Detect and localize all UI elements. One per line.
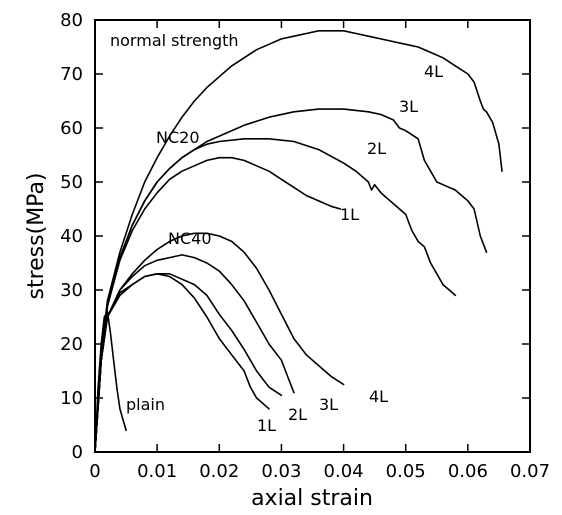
annotation-normal-strength: normal strength (110, 31, 239, 50)
annotation-plain: plain (126, 395, 165, 414)
label-nc40-4l: 4L (369, 387, 388, 406)
label-nc20-4l: 4L (424, 62, 443, 81)
x-tick-label: 0.06 (448, 461, 488, 482)
label-nc40-2l: 2L (288, 405, 307, 424)
annotation-nc40: NC40 (168, 229, 212, 248)
y-tick-label: 30 (60, 280, 83, 301)
x-tick-label: 0.07 (510, 461, 550, 482)
x-tick-labels: 0 0.01 0.02 0.03 0.04 0.05 0.06 0.07 (89, 461, 550, 482)
y-tick-label: 20 (60, 334, 83, 355)
x-tick-label: 0.04 (324, 461, 364, 482)
x-axis-title: axial strain (251, 486, 373, 511)
annotation-nc20: NC20 (156, 128, 200, 147)
y-tick-label: 70 (60, 64, 83, 85)
y-tick-label: 80 (60, 10, 83, 31)
label-nc40-3l: 3L (319, 395, 338, 414)
x-tick-label: 0 (89, 461, 100, 482)
x-tick-label: 0.05 (386, 461, 426, 482)
label-nc20-2l: 2L (367, 139, 386, 158)
x-tick-label: 0.02 (199, 461, 239, 482)
label-nc20-3l: 3L (399, 97, 418, 116)
y-tick-label: 10 (60, 388, 83, 409)
x-tick-label: 0.01 (137, 461, 177, 482)
series-line-nc20-3l (94, 108, 488, 453)
y-tick-label: 0 (72, 442, 83, 463)
series-line-nc40-4l (94, 232, 345, 453)
y-axis-title: stress(MPa) (24, 172, 49, 299)
series-line-nc20-4l (94, 30, 503, 453)
curves-group (94, 30, 503, 453)
label-nc40-1l: 1L (257, 416, 276, 435)
y-tick-label: 40 (60, 226, 83, 247)
y-tick-labels: 0 10 20 30 40 50 60 70 80 (60, 10, 83, 463)
series-line-nc40-2l (94, 273, 283, 453)
series-line-nc20-1l (94, 156, 342, 453)
x-tick-label: 0.03 (261, 461, 301, 482)
ticks-group (94, 19, 531, 453)
series-line-nc40-1l (94, 273, 270, 453)
series-line-plain (94, 310, 127, 453)
label-nc20-1l: 1L (340, 205, 359, 224)
y-tick-label: 60 (60, 118, 83, 139)
y-tick-label: 50 (60, 172, 83, 193)
plot-frame (94, 19, 531, 453)
